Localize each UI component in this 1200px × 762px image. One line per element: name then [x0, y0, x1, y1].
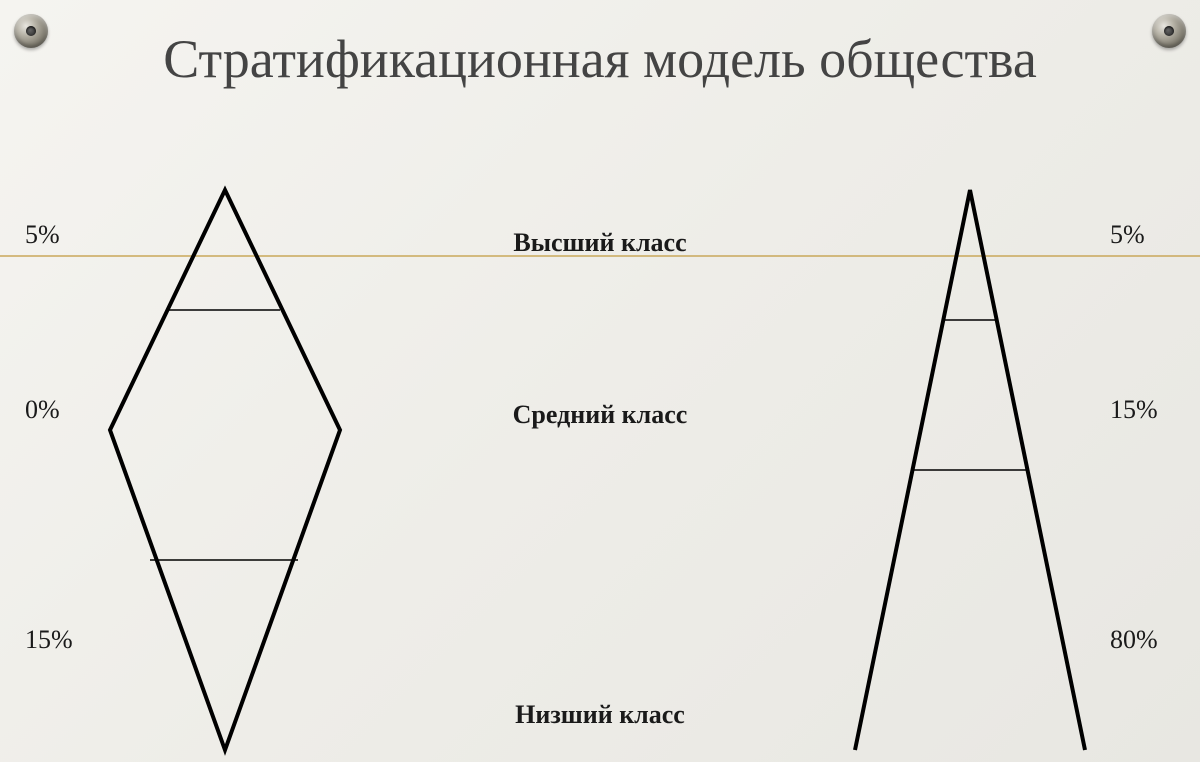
pct-left-lower: 15%	[25, 625, 73, 655]
pct-right-lower: 80%	[1110, 625, 1158, 655]
diagram-svg	[0, 0, 1200, 762]
pct-right-middle: 15%	[1110, 395, 1158, 425]
pct-left-upper: 5%	[25, 220, 60, 250]
pct-left-middle: 0%	[25, 395, 60, 425]
diamond-shape	[110, 190, 340, 750]
pct-right-upper: 5%	[1110, 220, 1145, 250]
label-upper-class: Высший класс	[400, 228, 800, 258]
label-lower-class: Низший класс	[400, 700, 800, 730]
label-middle-class: Средний класс	[400, 400, 800, 430]
